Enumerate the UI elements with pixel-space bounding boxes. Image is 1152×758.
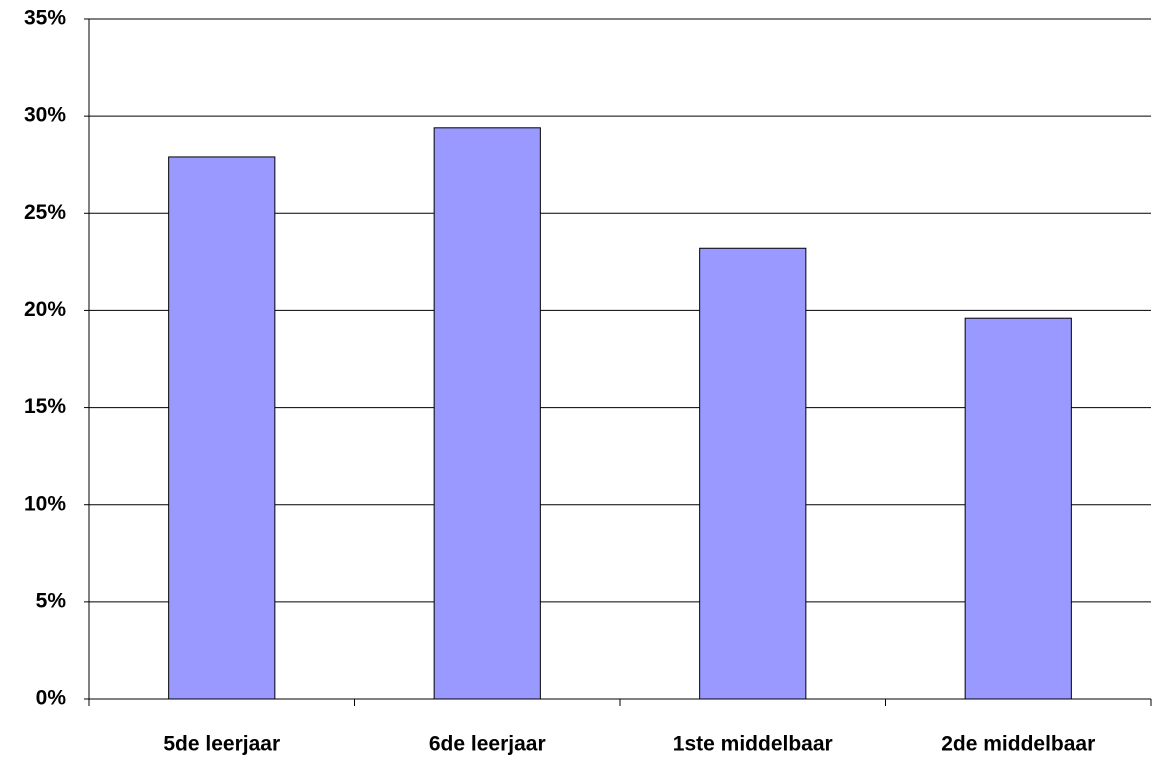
- y-tick-label: 35%: [24, 7, 66, 30]
- bar: [168, 156, 276, 700]
- y-tick-label: 5%: [36, 589, 67, 612]
- bar: [433, 127, 541, 700]
- y-tick-label: 15%: [24, 395, 66, 418]
- y-tick-label: 10%: [24, 492, 66, 515]
- y-tick-label: 30%: [24, 104, 66, 127]
- y-tick-label: 25%: [24, 201, 66, 224]
- bar: [699, 247, 807, 700]
- x-tick-label: 5de leerjaar: [163, 733, 280, 756]
- y-tick-label: 20%: [24, 298, 66, 321]
- x-tick-label: 1ste middelbaar: [673, 733, 833, 756]
- bar: [964, 317, 1072, 700]
- y-tick-label: 0%: [36, 687, 67, 710]
- x-tick-label: 2de middelbaar: [941, 733, 1095, 756]
- x-tick-label: 6de leerjaar: [429, 733, 546, 756]
